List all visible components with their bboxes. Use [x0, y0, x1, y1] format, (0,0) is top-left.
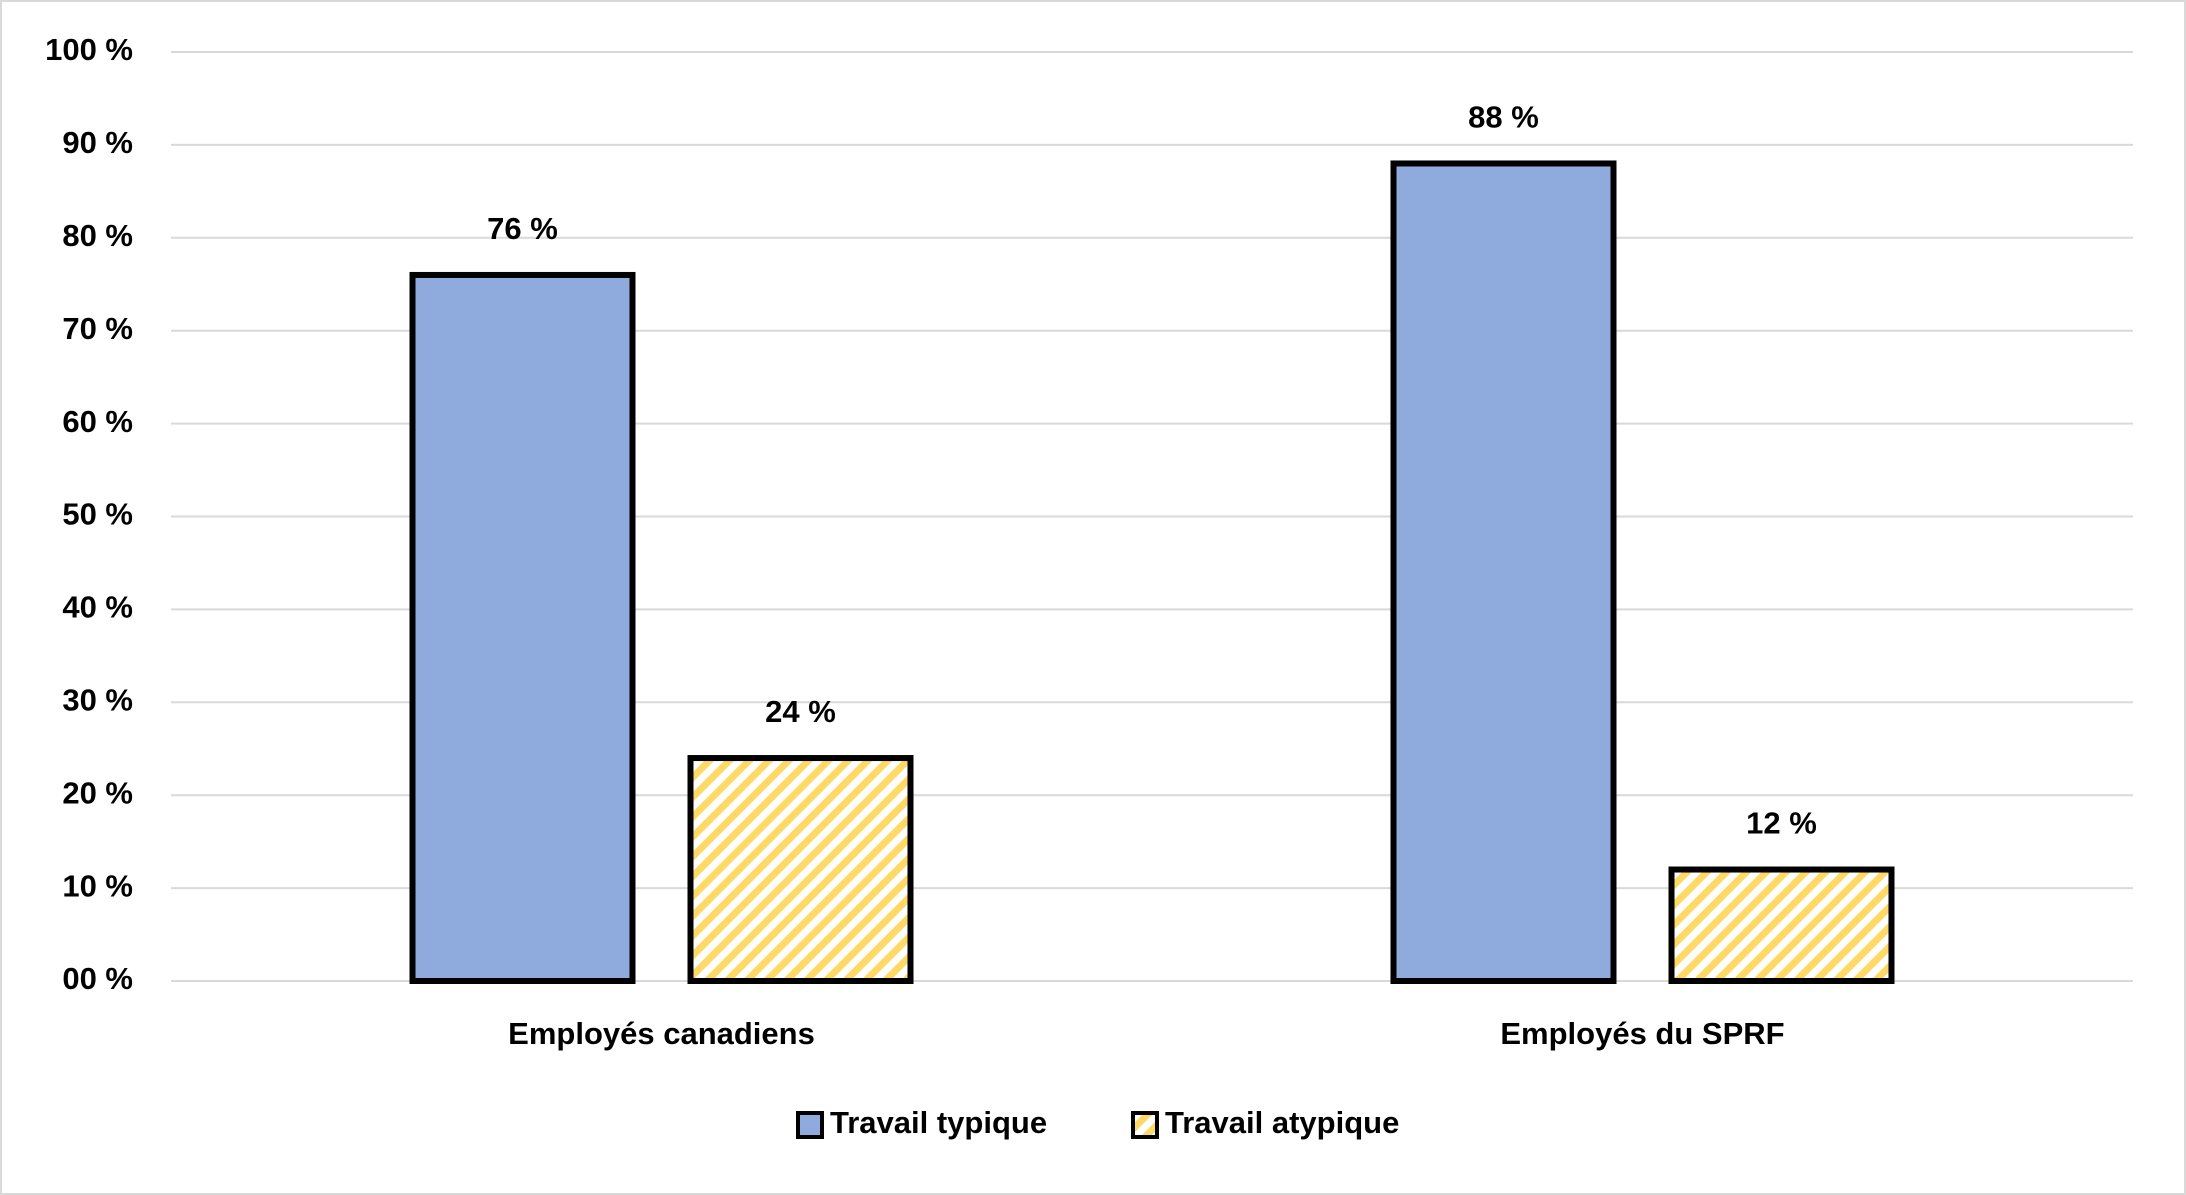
y-tick-label: 80 %: [62, 218, 133, 253]
y-tick-label: 10 %: [62, 868, 133, 903]
legend-label: Travail atypique: [1165, 1105, 1399, 1140]
y-tick-label: 90 %: [62, 125, 133, 160]
y-tick-label: 60 %: [62, 404, 133, 439]
bar: [409, 271, 636, 984]
y-tick-label: 30 %: [62, 682, 133, 717]
y-tick-label: 50 %: [62, 497, 133, 532]
value-label: 88 %: [1468, 100, 1539, 135]
legend-label: Travail typique: [830, 1105, 1047, 1140]
y-tick-label: 20 %: [62, 775, 133, 810]
y-tick-label: 70 %: [62, 311, 133, 346]
bar: [1668, 866, 1895, 985]
legend-swatch: [796, 1111, 824, 1139]
x-tick-label: Employés canadiens: [508, 1016, 815, 1051]
value-label: 12 %: [1746, 806, 1817, 841]
legend-swatch: [1131, 1111, 1159, 1139]
value-label: 76 %: [487, 211, 558, 246]
bar: [687, 755, 914, 984]
value-label: 24 %: [765, 694, 836, 729]
bar: [1390, 160, 1617, 985]
y-tick-label: 40 %: [62, 590, 133, 625]
y-tick-label: 100 %: [45, 32, 133, 67]
x-tick-label: Employés du SPRF: [1500, 1016, 1784, 1051]
y-tick-label: 00 %: [62, 961, 133, 996]
